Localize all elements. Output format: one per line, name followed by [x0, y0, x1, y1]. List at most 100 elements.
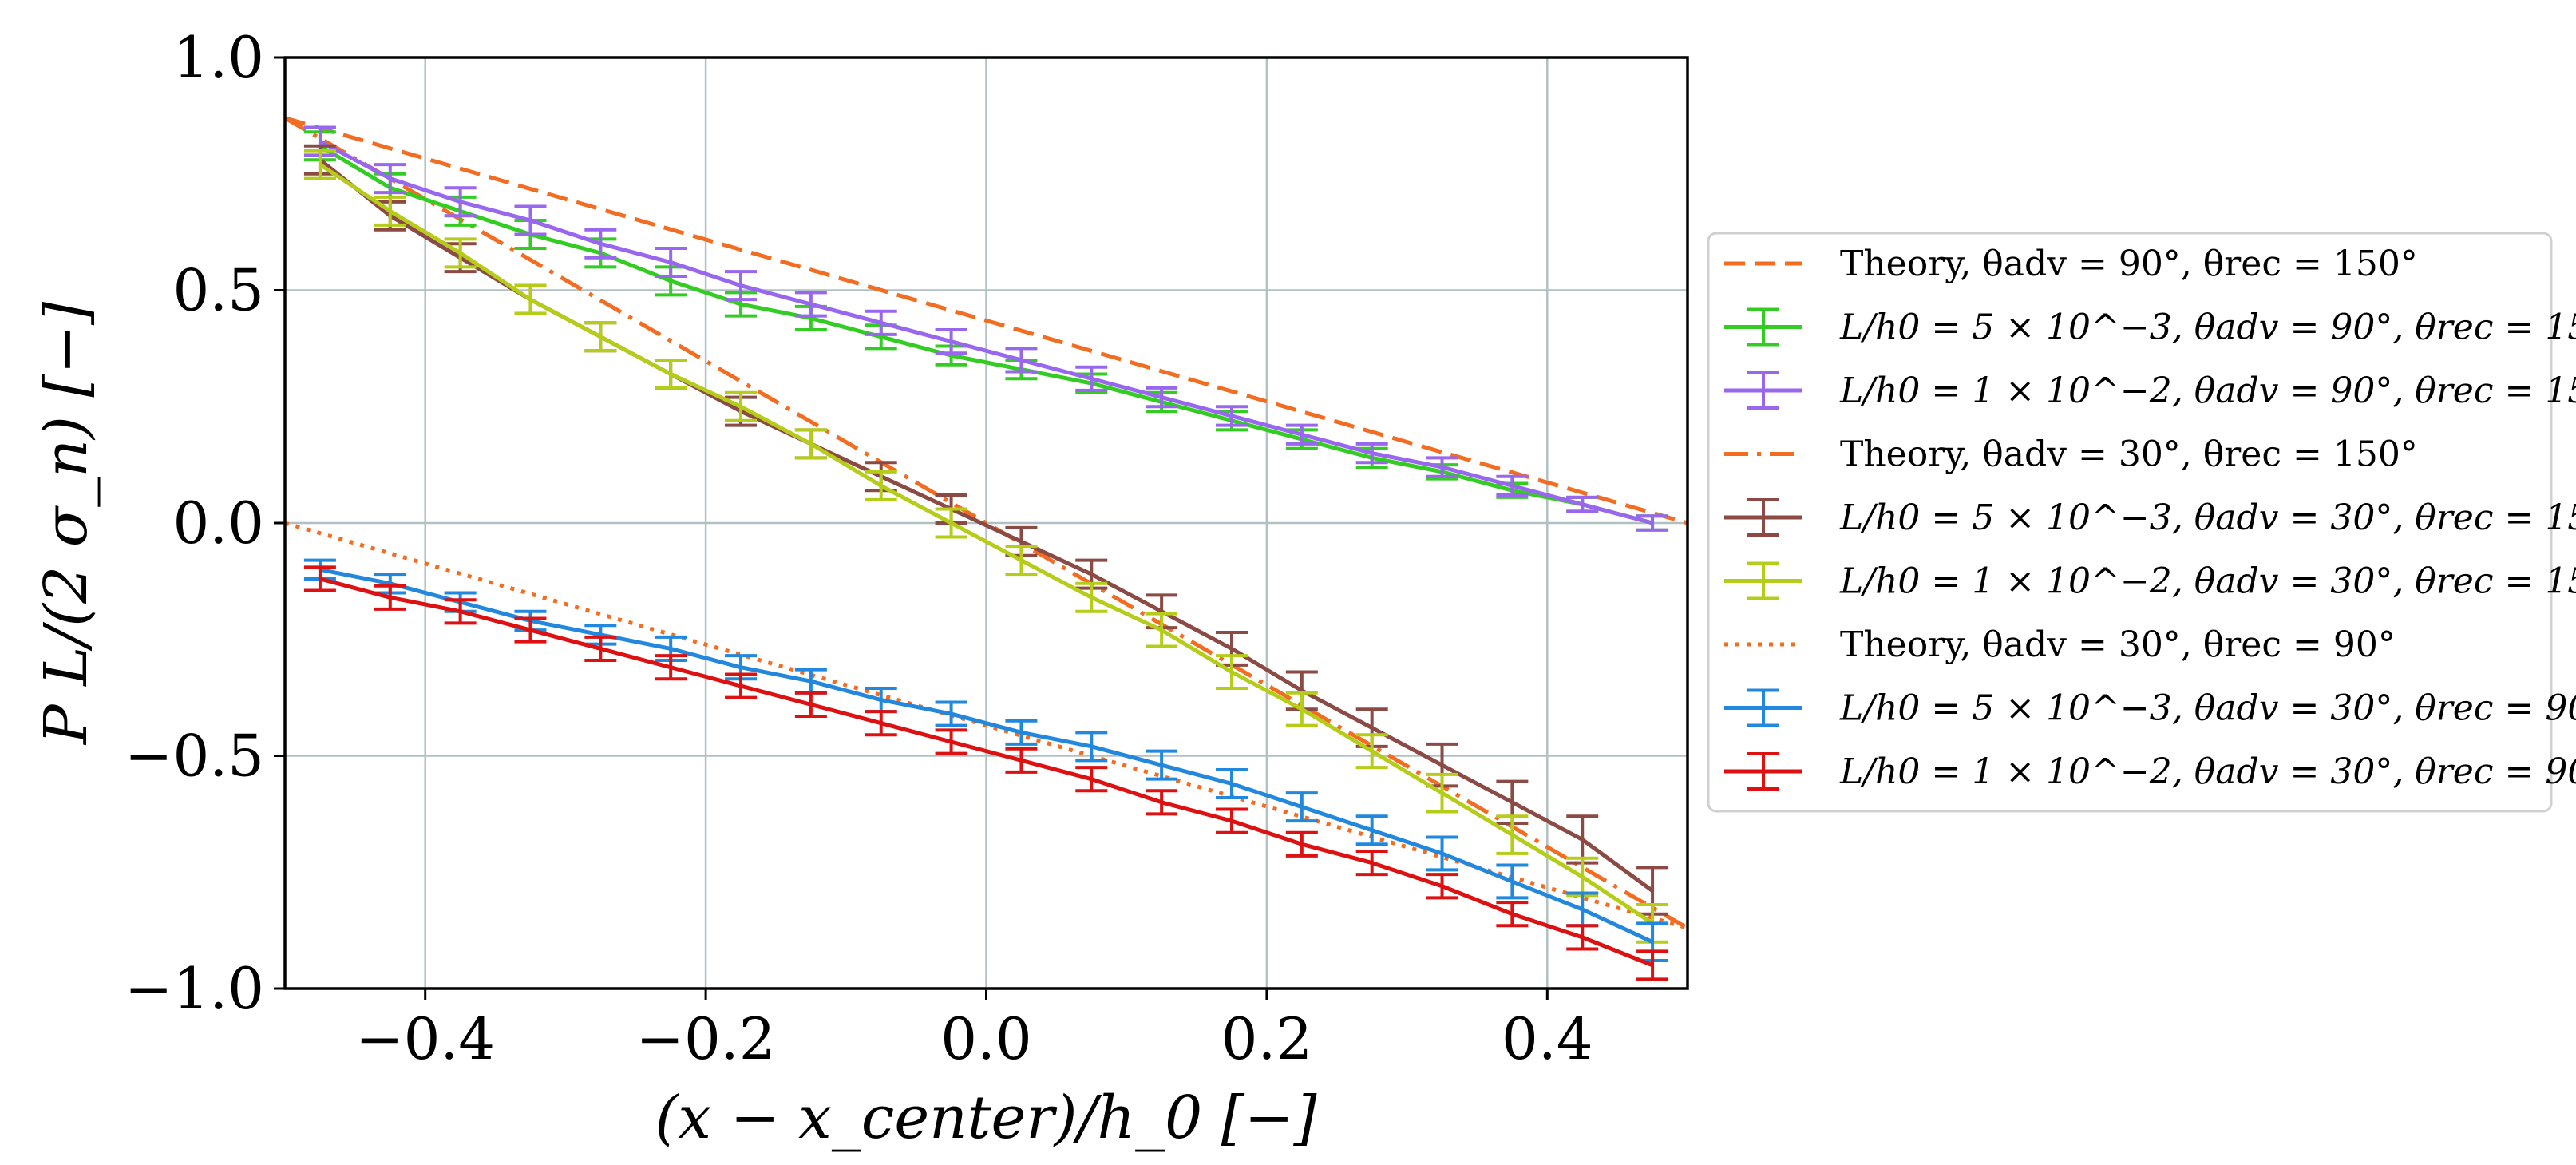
series-4-errorbar-14 [1285, 791, 1318, 823]
theory-line-0 [284, 116, 1688, 525]
series-5-errorbar-12 [1146, 789, 1178, 816]
series-3-errorbar-7 [794, 428, 827, 460]
series-1-errorbar-12 [1146, 386, 1178, 409]
y-tick-label-1: −0.5 [125, 723, 264, 790]
series-3-errorbar-12 [1146, 612, 1178, 648]
legend-swatch-8 [1724, 752, 1802, 791]
legend-swatch-2 [1724, 371, 1802, 410]
legend-swatch-4 [1724, 498, 1802, 537]
series-5-errorbar-1 [374, 584, 406, 611]
x-axis-title: (x − x_center)/h_0 [−] [655, 1084, 1317, 1152]
series-3-errorbar-17 [1496, 814, 1529, 855]
series-4-errorbar-10 [1005, 719, 1038, 746]
series-5-errorbar-3 [514, 616, 547, 644]
series-3-line [319, 163, 1654, 925]
y-tick-label-2: 0.0 [172, 489, 264, 557]
series-1-errorbar-13 [1215, 405, 1248, 427]
series-1-errorbar-14 [1285, 423, 1318, 446]
x-tick-label-1: −0.2 [636, 1005, 776, 1072]
series-3-errorbar-11 [1075, 581, 1108, 613]
legend-swatch-5 [1724, 561, 1802, 600]
series-1-errorbar-4 [584, 228, 617, 260]
series-1-errorbar-6 [725, 270, 758, 302]
series-3-errorbar-16 [1426, 772, 1458, 814]
series-5-errorbar-5 [655, 654, 687, 681]
series-1-line [319, 139, 1653, 525]
series-5-errorbar-17 [1496, 901, 1529, 928]
series-5-errorbar-11 [1075, 766, 1108, 793]
legend-label-8: L/h0 = 1 × 10^−2, θadv = 30°, θrec = 90° [1839, 751, 2576, 792]
theory-lines [283, 116, 1689, 930]
series-3-errorbar-10 [1005, 545, 1038, 577]
x-tick-label-2: 0.0 [940, 1005, 1032, 1072]
series-5-errorbar-19 [1636, 949, 1669, 981]
legend-label-2: L/h0 = 1 × 10^−2, θadv = 90°, θrec = 150… [1839, 371, 2576, 411]
series-5-errorbar-14 [1285, 830, 1318, 858]
x-tick-label-3: 0.2 [1221, 1005, 1313, 1072]
y-axis-ticks: −1.0 −0.5 0.0 0.5 1.0 [125, 24, 285, 1022]
series-1-errorbar-10 [1005, 347, 1038, 374]
series-5-errorbar-4 [584, 635, 617, 662]
series-3-errorbar-8 [865, 470, 897, 501]
series-3-errorbar-13 [1215, 654, 1248, 690]
series-1-errorbar-9 [935, 328, 967, 355]
legend-item-7: L/h0 = 5 × 10^−3, θadv = 30°, θrec = 90° [1724, 688, 2576, 729]
series-3-errorbar-6 [725, 390, 758, 422]
legend: Theory, θadv = 90°, θrec = 150° L/h0 = 5 … [1707, 232, 2576, 813]
legend-box [1707, 232, 2553, 813]
legend-item-3: Theory, θadv = 30°, θrec = 150° [1724, 434, 2418, 475]
series-1-errorbar-18 [1566, 495, 1599, 513]
legend-item-0: Theory, θadv = 90°, θrec = 150° [1724, 244, 2418, 284]
legend-label-6: Theory, θadv = 30°, θrec = 90° [1840, 624, 2396, 665]
series-3-errorbar-0 [303, 149, 336, 180]
legend-label-4: L/h0 = 5 × 10^−3, θadv = 30°, θrec = 150… [1839, 497, 2576, 538]
series-5-errorbar-8 [865, 710, 897, 737]
legend-label-3: Theory, θadv = 30°, θrec = 150° [1840, 434, 2418, 475]
series-5-errorbar-2 [444, 598, 477, 625]
theory-line-1 [283, 116, 1689, 930]
legend-item-1: L/h0 = 5 × 10^−3, θadv = 90°, θrec = 150… [1724, 307, 2576, 348]
x-tick-label-0: −0.4 [355, 1005, 495, 1072]
series-1-errorbar-8 [865, 309, 897, 336]
series-1-errorbar-7 [794, 291, 827, 318]
series-4-line [319, 567, 1654, 944]
series-3-errorbar-14 [1285, 691, 1318, 727]
series-1-errorbar-19 [1636, 514, 1669, 532]
series-3-errorbar-5 [655, 358, 687, 390]
legend-label-1: L/h0 = 5 × 10^−3, θadv = 90°, θrec = 150… [1839, 307, 2576, 348]
series-4-errorbar-9 [935, 700, 967, 727]
legend-label-7: L/h0 = 5 × 10^−3, θadv = 30°, θrec = 90° [1839, 688, 2576, 729]
series-3-errorbar-15 [1355, 733, 1388, 770]
y-tick-label-3: 0.5 [172, 257, 264, 324]
series-4-errorbar-11 [1075, 731, 1108, 763]
theory-line-2 [284, 521, 1688, 930]
legend-item-4: L/h0 = 5 × 10^−3, θadv = 30°, θrec = 150… [1724, 497, 2576, 538]
series-4-errorbar-17 [1496, 863, 1529, 900]
series-5-errorbar-7 [794, 691, 827, 718]
series-1-errorbar-11 [1075, 365, 1108, 392]
y-tick-label-0: −1.0 [125, 955, 264, 1022]
series-5-line [319, 577, 1653, 968]
series-5-errorbar-13 [1215, 807, 1248, 834]
series-1 [303, 125, 1669, 532]
series-5-errorbar-10 [1005, 747, 1038, 774]
legend-item-2: L/h0 = 1 × 10^−2, θadv = 90°, θrec = 150… [1724, 371, 2576, 411]
series-4-errorbar-12 [1146, 749, 1178, 781]
series-1-errorbar-16 [1426, 456, 1458, 478]
x-axis-ticks: −0.4 −0.2 0.0 0.2 0.4 [355, 989, 1593, 1072]
series-4 [303, 558, 1669, 963]
series-5-errorbar-9 [935, 728, 967, 755]
series-4-errorbar-16 [1426, 835, 1458, 872]
data-series [303, 125, 1669, 981]
y-axis-title: P L/(2 σ_n) [−] [32, 302, 101, 746]
series-5-errorbar-18 [1566, 924, 1599, 951]
series-5-errorbar-15 [1355, 850, 1388, 877]
series-3 [303, 149, 1669, 944]
series-3-errorbar-1 [374, 195, 406, 227]
legend-label-5: L/h0 = 1 × 10^−2, θadv = 30°, θrec = 150… [1839, 561, 2576, 602]
y-tick-label-4: 1.0 [172, 24, 264, 91]
legend-item-6: Theory, θadv = 30°, θrec = 90° [1724, 624, 2396, 665]
series-0-line [319, 144, 1653, 525]
series-5 [303, 565, 1669, 981]
